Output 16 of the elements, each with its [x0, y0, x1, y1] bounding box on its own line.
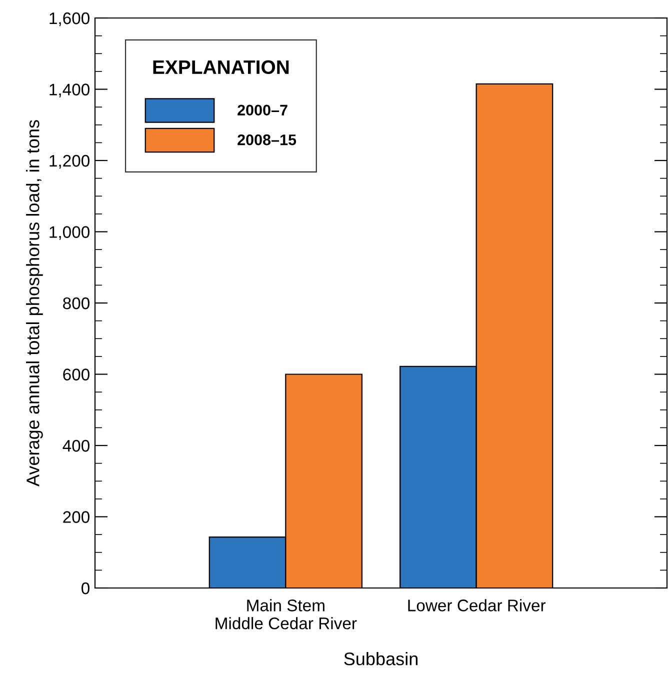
legend-title: EXPLANATION: [153, 60, 289, 74]
y-tick-label: 600: [63, 368, 90, 380]
x-tick-label: Main Stem Middle Cedar River: [216, 599, 357, 630]
legend-label: 2008–15: [238, 134, 296, 146]
y-tick-label: 1,400: [50, 84, 90, 98]
x-axis-title: Subbasin: [344, 652, 418, 666]
y-tick-label: 200: [63, 511, 90, 523]
y-tick-label: 1,600: [50, 12, 90, 26]
legend-label: 2000–7: [238, 104, 288, 116]
y-axis-title: Average annual total phosphorus load, in tons: [26, 120, 43, 486]
y-tick-label: 1,000: [50, 226, 90, 240]
y-tick-label: 0: [82, 582, 90, 594]
y-tick-label: 1,200: [50, 154, 90, 169]
y-tick-label: 800: [63, 297, 90, 310]
y-tick-label: 400: [62, 440, 90, 452]
x-tick-label: Lower Cedar River: [408, 599, 546, 612]
